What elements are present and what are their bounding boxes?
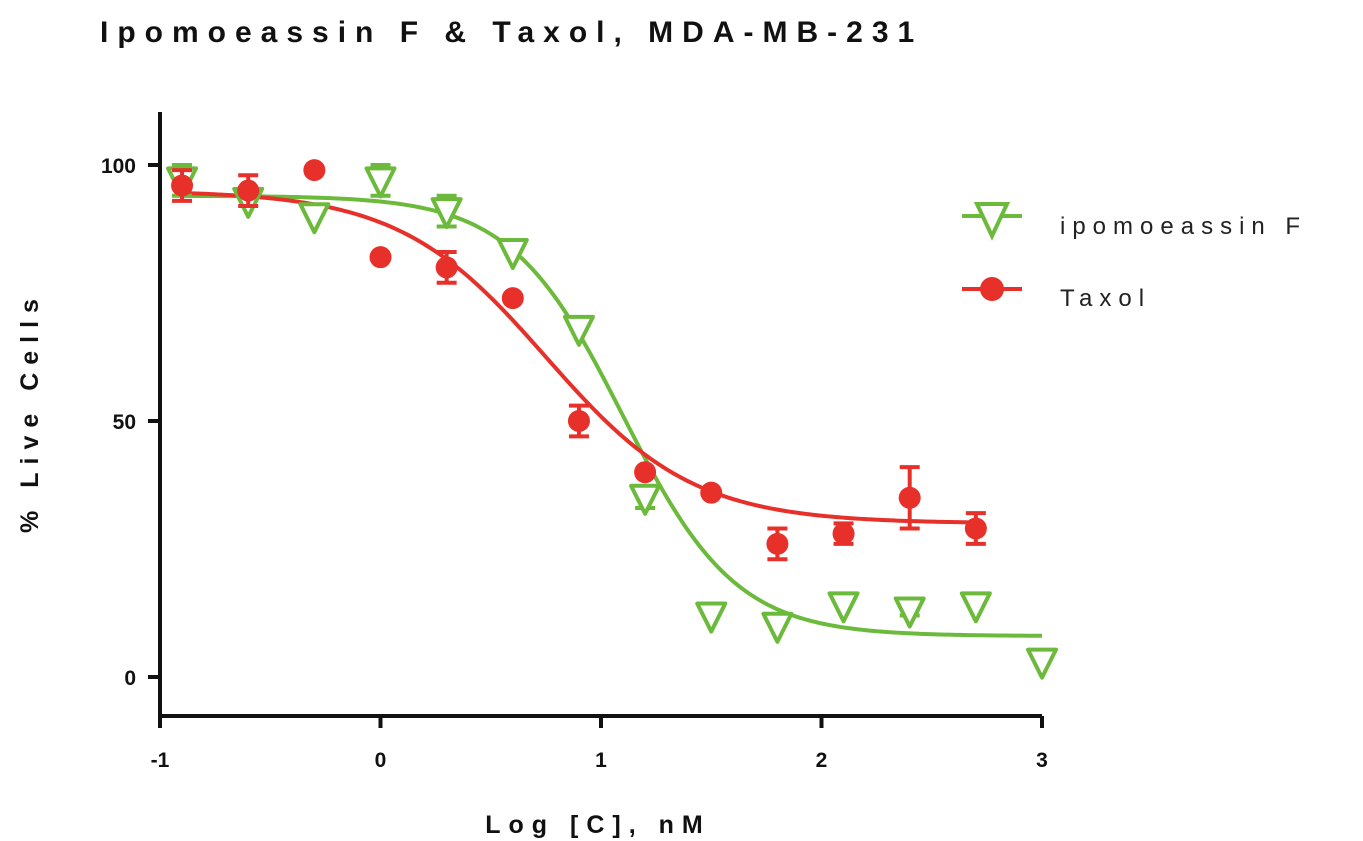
triangle-marker: [959, 591, 992, 624]
triangle-marker: [695, 601, 728, 634]
data-point: [827, 591, 860, 624]
data-point: [496, 238, 529, 271]
circle-marker: [171, 174, 194, 197]
circle-marker: [303, 159, 326, 182]
circle-marker: [766, 532, 789, 555]
data-point: [959, 591, 992, 624]
data-point: [435, 250, 458, 285]
legend-entry-taxol: Taxol: [962, 277, 1151, 312]
triangle-marker: [629, 483, 662, 516]
x-tick-label: 0: [375, 749, 387, 772]
triangle-marker: [761, 611, 794, 644]
data-point: [562, 314, 595, 347]
triangle-marker: [827, 591, 860, 624]
triangle-marker: [430, 197, 463, 230]
data-point: [893, 596, 926, 629]
circle-marker: [964, 517, 987, 540]
data-point: [237, 173, 260, 208]
data-points: [166, 159, 1058, 680]
data-point: [567, 403, 590, 439]
y-tick-label: 0: [124, 667, 136, 690]
y-axis-title: % Live Cells: [16, 291, 44, 533]
fit-curve-ipomoeassin-f: [182, 193, 1043, 638]
data-point: [700, 481, 723, 504]
data-point: [430, 193, 463, 230]
circle-marker: [369, 246, 392, 269]
data-point: [501, 287, 524, 310]
data-point: [298, 202, 331, 235]
circle-marker: [898, 486, 921, 509]
circle-marker: [501, 287, 524, 310]
legend-triangle-marker-icon: [973, 202, 1011, 241]
data-point: [964, 511, 987, 546]
x-tick-label: 1: [595, 749, 607, 772]
triangle-marker: [298, 202, 331, 235]
circle-marker: [435, 256, 458, 279]
data-point: [898, 465, 921, 531]
y-tick-label: 100: [101, 155, 136, 178]
legend-entry-ipomoeassin-f: ipomoeassin F: [962, 202, 1307, 241]
fit-curves: [181, 190, 1043, 638]
data-point: [634, 461, 657, 484]
data-point: [761, 611, 794, 644]
circle-marker: [567, 410, 590, 432]
circle-marker: [237, 179, 260, 202]
x-axis-ticks: -1 0 1 2 3: [151, 716, 1048, 772]
triangle-marker: [893, 596, 926, 629]
chart-title: Ipomoeassin F & Taxol, MDA-MB-231: [100, 16, 923, 49]
x-tick-label: 3: [1036, 749, 1048, 772]
fit-curve-taxol: [181, 190, 976, 525]
data-point: [629, 483, 662, 516]
triangle-marker: [1026, 647, 1058, 680]
circle-marker: [700, 481, 723, 504]
data-point: [1026, 647, 1058, 680]
triangle-marker: [562, 314, 595, 347]
data-point: [832, 521, 855, 546]
circle-marker: [634, 461, 657, 484]
data-point: [364, 163, 397, 199]
legend-label-taxol: Taxol: [1060, 285, 1151, 312]
data-point: [171, 168, 194, 203]
legend: ipomoeassin F Taxol: [962, 202, 1307, 312]
circle-marker: [832, 522, 855, 545]
legend-label-ipomoeassin-f: ipomoeassin F: [1060, 213, 1307, 240]
data-point: [303, 159, 326, 182]
x-tick-label: -1: [151, 749, 170, 772]
triangle-marker: [496, 238, 529, 271]
data-point: [766, 526, 789, 562]
x-axis-title: Log [C], nM: [485, 811, 710, 839]
y-tick-label: 50: [113, 411, 136, 434]
data-point: [695, 601, 728, 634]
triangle-marker: [364, 166, 397, 199]
data-point: [369, 246, 392, 269]
legend-circle-marker-icon: [980, 277, 1004, 301]
y-axis-ticks: 0 50 100: [101, 155, 160, 690]
x-tick-label: 2: [816, 749, 828, 772]
